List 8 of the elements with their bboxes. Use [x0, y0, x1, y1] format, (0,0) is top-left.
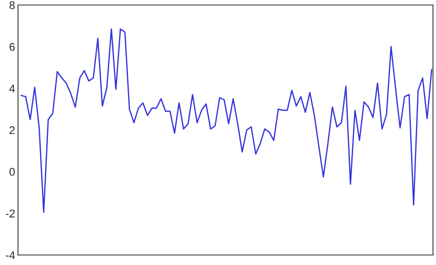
line-series	[20, 28, 432, 213]
y-tick-label: -2	[6, 210, 15, 218]
y-tick-label: 0	[9, 168, 15, 176]
y-tick-label: -4	[6, 251, 15, 260]
y-tick-label: 8	[10, 1, 15, 10]
y-tick-label: 2	[10, 126, 15, 134]
y-tick-label: 4	[9, 84, 15, 92]
y-tick-label: 6	[10, 42, 15, 51]
